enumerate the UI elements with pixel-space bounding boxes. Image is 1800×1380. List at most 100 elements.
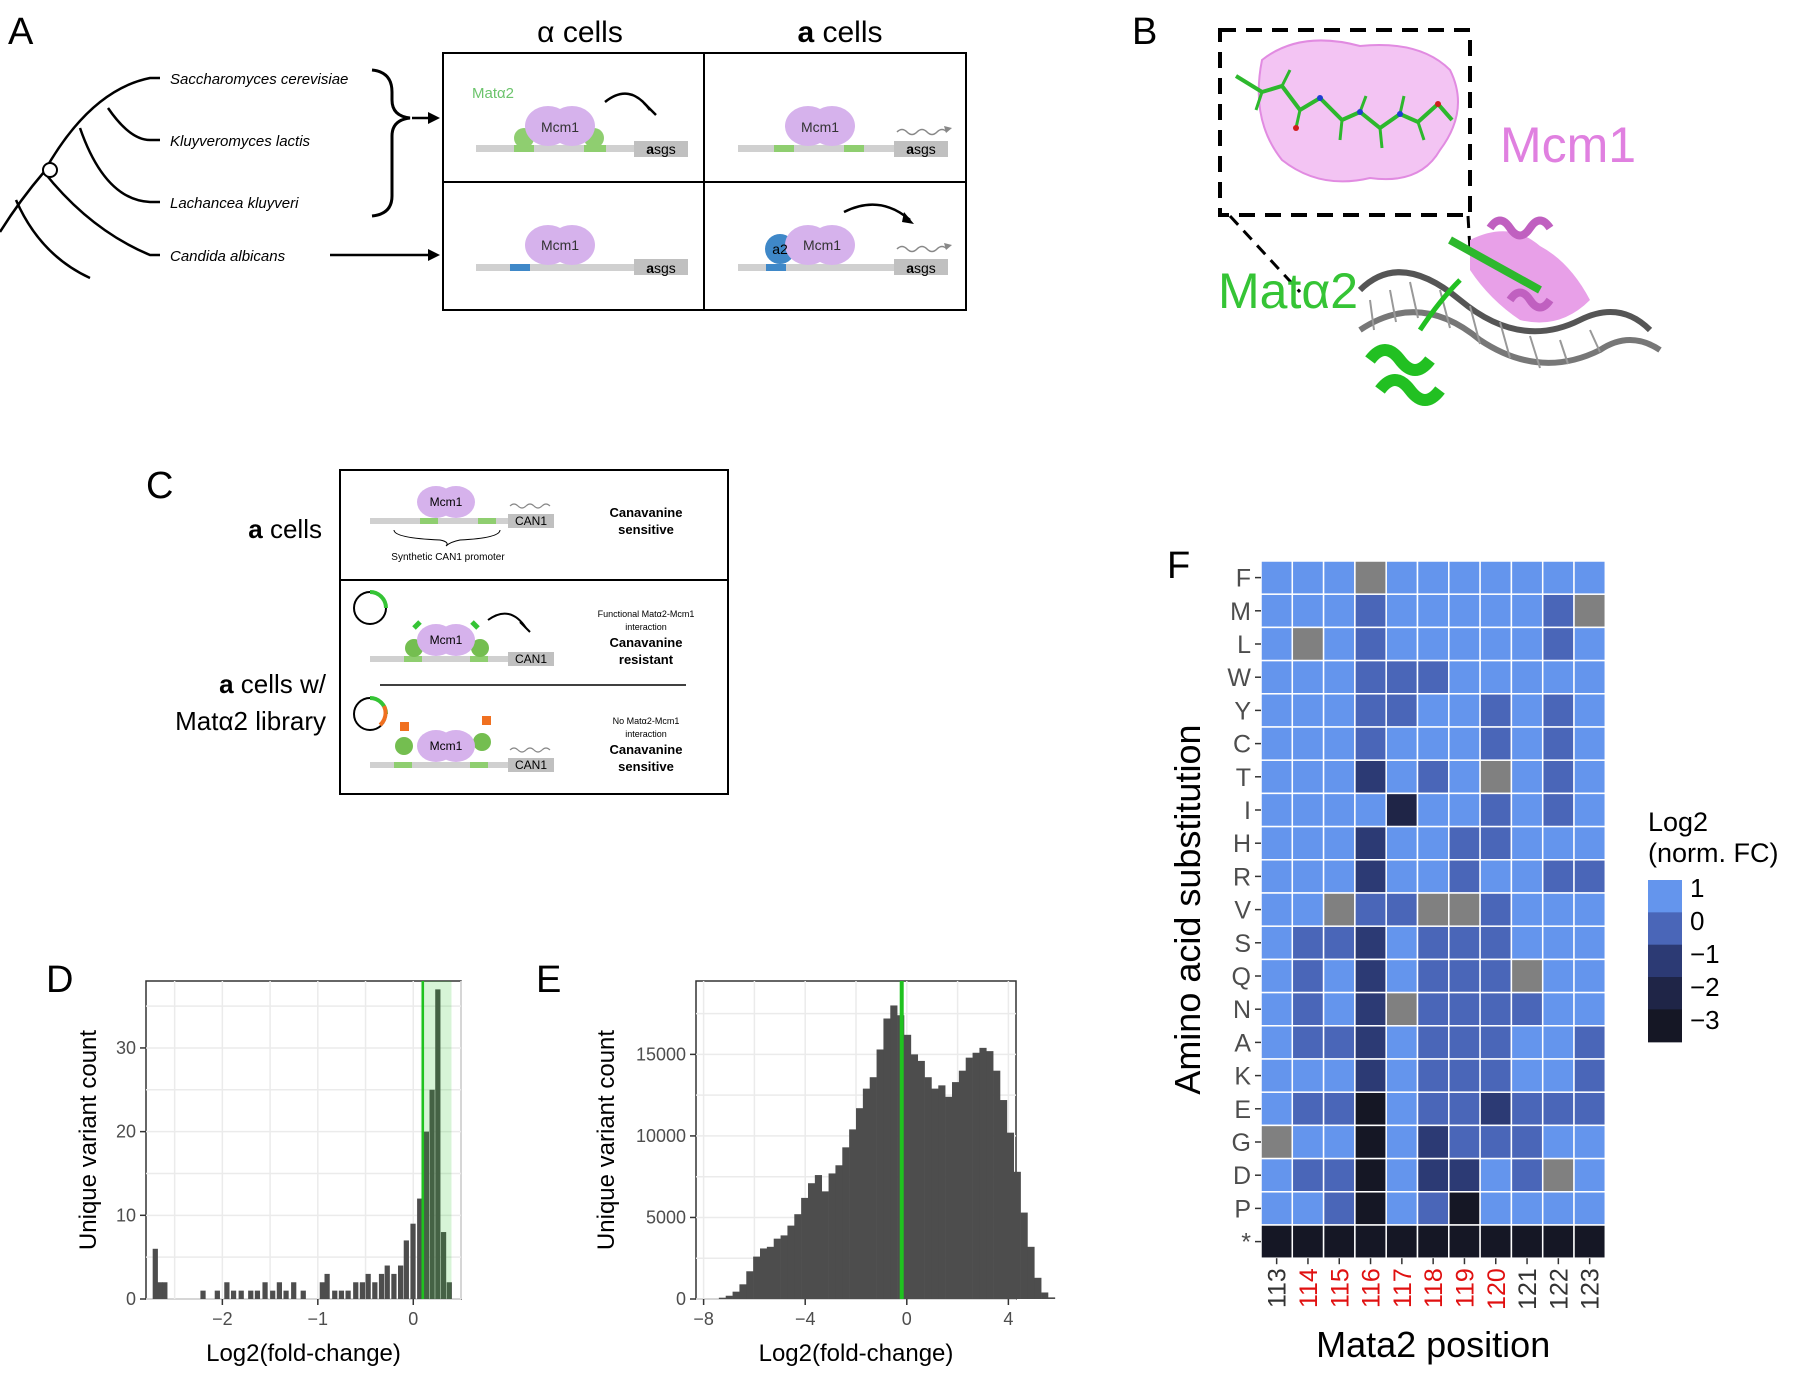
residue-label: A: [1234, 1029, 1251, 1057]
heatmap-cell: [1385, 593, 1419, 629]
arrow-head-icon: [428, 112, 440, 124]
heatmap-cell: [1291, 792, 1325, 828]
heatmap-cell: [1448, 759, 1481, 795]
heatmap-cell: [1416, 759, 1450, 795]
histogram-bar: [423, 1131, 429, 1299]
heatmap-cell: [1354, 759, 1387, 795]
heatmap-cell: [1260, 925, 1294, 961]
position-label: 117: [1389, 1268, 1417, 1308]
heatmap-cell: [1479, 726, 1513, 761]
c-row1-label: a cells: [248, 514, 322, 544]
heatmap-cell: [1573, 693, 1607, 728]
histogram-bar: [410, 1223, 416, 1299]
heatmap-cell: [1479, 925, 1513, 961]
x-tick-label: 0: [902, 1309, 912, 1329]
histogram-bar: [378, 1273, 385, 1299]
position-label: 116: [1358, 1268, 1386, 1308]
legend-tick-label: 1: [1690, 873, 1704, 903]
interaction-label: interaction: [625, 729, 667, 739]
histogram-bar: [214, 1290, 220, 1299]
residue-label: P: [1234, 1195, 1251, 1223]
heatmap-cell: [1573, 1124, 1607, 1160]
heatmap-cell: [1322, 792, 1356, 828]
heatmap-cell: [1291, 1191, 1325, 1226]
heatmap-cell: [1260, 792, 1294, 828]
heatmap-cell: [1354, 593, 1387, 629]
heatmap-cell: [1260, 659, 1294, 695]
heatmap-cell: [1416, 792, 1450, 828]
legend-swatch: [1648, 912, 1682, 946]
asgs-bold: a: [906, 260, 914, 276]
heatmap-cell: [1541, 958, 1575, 994]
heatmap-cell: [1260, 1224, 1294, 1259]
heatmap-cell: [1260, 1157, 1294, 1193]
heatmap-cell: [1260, 1091, 1294, 1127]
legend-swatch: [1648, 880, 1682, 913]
outcome-label: sensitive: [618, 759, 674, 774]
heatmap-cell: [1322, 626, 1356, 662]
heatmap-cell: [1416, 892, 1450, 927]
protein-dna-structure: [1357, 216, 1662, 406]
heatmap-cell: [1573, 560, 1607, 595]
histogram-bar: [300, 1290, 306, 1299]
heatmap-cell: [1573, 726, 1607, 761]
heatmap-cell: [1573, 1224, 1607, 1259]
cell-alpha-calbicans: [476, 225, 688, 275]
c-row2-rest: cells w/: [234, 669, 327, 699]
histogram-bar: [429, 1089, 435, 1299]
heatmap-cell: [1510, 560, 1544, 595]
x-axis-label: Log2(fold-change): [206, 1340, 401, 1367]
histogram-bar: [152, 1248, 158, 1299]
heatmap-cell: [1510, 726, 1544, 761]
heatmap-cell: [1510, 1224, 1544, 1259]
position-label: 114: [1295, 1268, 1323, 1308]
heatmap-cell: [1510, 626, 1544, 662]
header-a-rest: cells: [814, 16, 882, 49]
heatmap-cell: [1541, 825, 1575, 861]
interaction-label: Functional Matα2-Mcm1: [598, 609, 695, 619]
heatmap-cell: [1291, 626, 1325, 662]
heatmap-cell: [1322, 892, 1356, 927]
histogram-bar: [986, 1051, 994, 1299]
heatmap-cell: [1385, 825, 1419, 861]
histogram-bar: [849, 1129, 857, 1299]
heatmap-cell: [1354, 925, 1387, 961]
heatmap-cell: [1541, 859, 1575, 894]
x-tick-label: −8: [693, 1309, 714, 1329]
heatmap-cell: [1541, 759, 1575, 795]
heatmap-cell: [1479, 825, 1513, 861]
histogram-bar: [238, 1290, 244, 1299]
heatmap-cell: [1479, 1124, 1513, 1160]
panel-a-grid: [442, 52, 967, 311]
heatmap-cell: [1479, 1191, 1513, 1226]
histogram-bar: [890, 1005, 898, 1299]
legend-swatch: [1648, 977, 1682, 1011]
panel-letter-e: E: [536, 959, 561, 1001]
histogram-bar: [1027, 1246, 1035, 1299]
histogram-bar: [732, 1291, 740, 1299]
residue-label: H: [1233, 830, 1251, 858]
heatmap-cell: [1385, 759, 1419, 795]
heatmap-cell: [1291, 892, 1325, 927]
heatmap-cell: [1260, 1058, 1294, 1093]
heatmap-cell: [1260, 1025, 1294, 1060]
heatmap-cell: [1510, 759, 1544, 795]
heatmap-cell: [1354, 958, 1387, 994]
heatmap-cell: [1510, 659, 1544, 695]
c-construct-3: [353, 696, 554, 772]
heatmap-cell: [1448, 1191, 1481, 1226]
heatmap-cell: [1322, 1224, 1356, 1259]
cell-alpha-repressed: [476, 92, 688, 157]
c-row1-bold: a: [248, 514, 263, 544]
heatmap-cell: [1448, 792, 1481, 828]
heatmap-cell: [1573, 892, 1607, 927]
heatmap-cell: [1510, 1157, 1544, 1193]
asgs-label: asgs: [906, 260, 936, 276]
heatmap-cell: [1385, 1091, 1419, 1127]
asgs-rest: sgs: [654, 141, 676, 157]
histogram-bar: [904, 1034, 912, 1299]
heatmap-cell: [1448, 1091, 1481, 1127]
outcome-label: Canavanine: [610, 742, 683, 757]
y-tick-label: 30: [116, 1038, 136, 1058]
